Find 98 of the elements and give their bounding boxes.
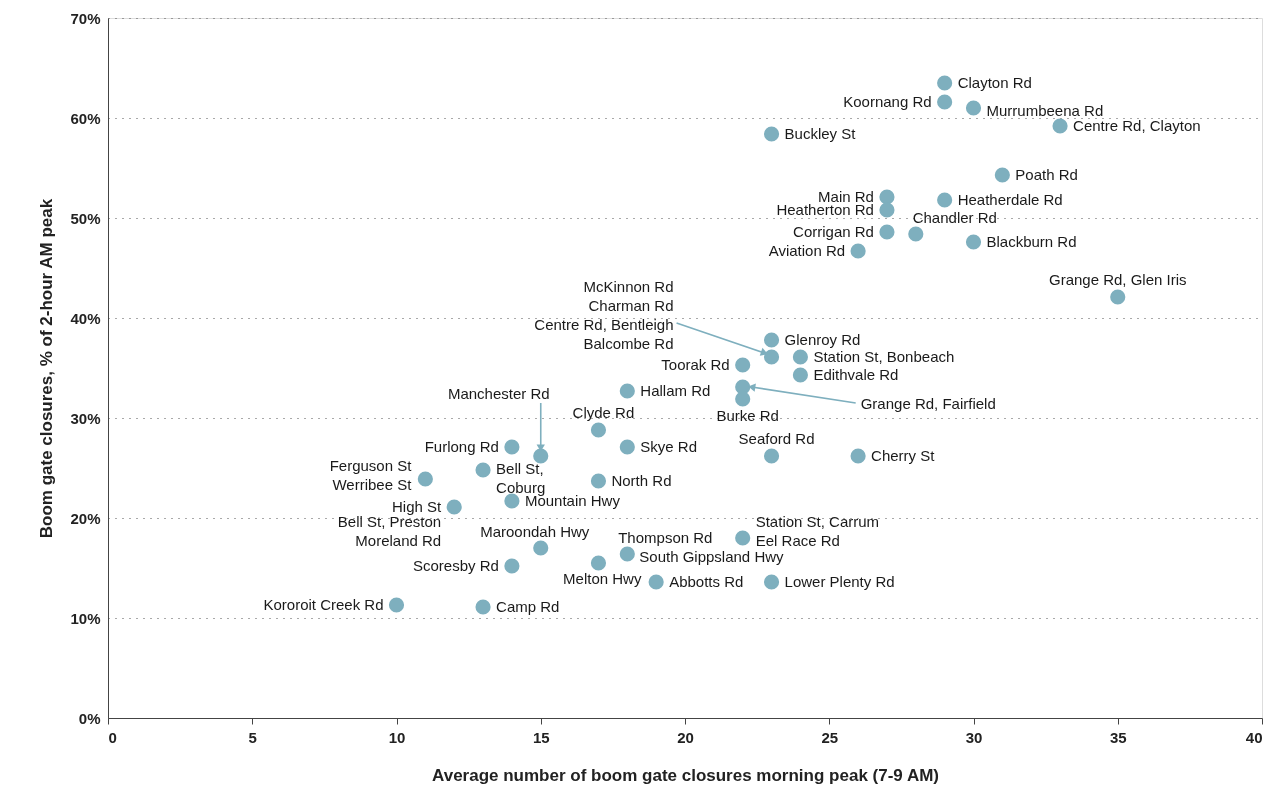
point: [417, 471, 433, 487]
x-tick-label: 10: [388, 728, 406, 746]
point: [504, 558, 520, 574]
point: [735, 530, 751, 546]
point: [965, 234, 982, 250]
annotation: Maroondah Hwy: [480, 523, 590, 540]
annotation: McKinnon Rd Charman Rd Centre Rd, Bentleigh Balcombe Rd: [534, 278, 674, 352]
annotation: High St: [392, 498, 443, 515]
annotation: Skye Rd: [640, 438, 697, 455]
annotation: Aviation Rd: [768, 242, 846, 259]
point: [792, 349, 808, 365]
annotation: Toorak Rd: [661, 356, 730, 373]
point: [648, 574, 664, 590]
x-tick-label: 30: [965, 728, 983, 746]
point: [937, 94, 953, 110]
point: [792, 367, 808, 383]
annotation: Chandler Rd: [912, 209, 997, 226]
point: [388, 597, 405, 613]
y-tick-label: 0%: [78, 709, 101, 727]
point: [850, 448, 866, 464]
annotation: South Gippsland Hwy: [639, 548, 785, 565]
point: [763, 574, 780, 590]
point: [504, 439, 520, 455]
y-axis-title: Boom gate closures, % of 2-hour AM peak: [37, 198, 57, 539]
annotation: Scoresby Rd: [413, 557, 499, 574]
annotation: Buckley St: [784, 125, 857, 142]
y-tick-label: 50%: [70, 209, 101, 227]
annotation: Station St, Carrum Eel Race Rd: [755, 513, 880, 549]
y-tick-label: 60%: [70, 109, 101, 127]
x-tick-label: 15: [532, 728, 550, 746]
y-tick-label: 40%: [70, 309, 101, 327]
annotation: Heatherdale Rd: [957, 191, 1063, 208]
annotation: Blackburn Rd: [986, 233, 1077, 250]
point: [1110, 289, 1126, 305]
x-tick-label: 40: [1245, 728, 1263, 746]
y-tick-label: 10%: [70, 609, 101, 627]
x-tick-label: 35: [1109, 728, 1127, 746]
point: [590, 422, 607, 438]
point: [763, 448, 780, 464]
point: [590, 555, 607, 571]
point: [937, 75, 953, 91]
annotation: Murrumbeena Rd: [986, 102, 1104, 119]
y-tick-label: 20%: [70, 509, 101, 527]
point: [763, 349, 780, 365]
annotation: Seaford Rd: [738, 430, 815, 447]
point: [994, 167, 1010, 183]
annotation: Thompson Rd: [618, 529, 713, 546]
point: [763, 332, 780, 348]
point: [850, 243, 866, 259]
point: [619, 383, 635, 399]
point: [533, 540, 549, 556]
x-tick-label: 0: [108, 728, 117, 746]
annotation: Furlong Rd: [424, 438, 499, 455]
x-tick-label: 5: [248, 728, 257, 746]
annotation: Poath Rd: [1015, 166, 1078, 183]
annotation: Grange Rd, Glen Iris: [1048, 271, 1187, 288]
annotation: Edithvale Rd: [813, 366, 899, 383]
annotation: Melton Hwy: [563, 570, 642, 587]
point: [879, 202, 895, 218]
point: [446, 499, 462, 515]
annotation: North Rd: [611, 472, 672, 489]
point: [965, 100, 982, 116]
y-tick-label: 30%: [70, 409, 101, 427]
point: [1052, 118, 1068, 134]
annotation: Burke Rd: [716, 407, 779, 424]
annotation: Camp Rd: [496, 598, 560, 615]
annotation: Clyde Rd: [572, 404, 635, 421]
point: [937, 192, 953, 208]
annotation: Abbotts Rd: [669, 573, 744, 590]
point: [763, 126, 780, 142]
annotation: Kororoit Creek Rd: [263, 596, 384, 613]
x-axis-title: Average number of boom gate closures morning peak (7-9 AM): [432, 765, 939, 785]
point: [908, 226, 924, 242]
annotation: Glenroy Rd: [784, 331, 861, 348]
annotation: Clayton Rd: [957, 74, 1032, 91]
y-tick-label: 70%: [70, 9, 101, 27]
point: [475, 599, 491, 615]
annotation: Corrigan Rd: [793, 223, 874, 240]
annotation: Ferguson St Werribee St: [329, 457, 413, 493]
point: [590, 473, 607, 489]
annotation: Centre Rd, Clayton: [1073, 117, 1201, 134]
annotation: Hallam Rd: [640, 382, 711, 399]
x-tick-label: 25: [821, 728, 839, 746]
x-tick-label: 20: [677, 728, 694, 746]
annotation: Lower Plenty Rd: [784, 573, 895, 590]
annotation: Manchester Rd: [447, 385, 550, 402]
point: [735, 357, 751, 373]
point: [619, 546, 635, 562]
point: [475, 462, 491, 478]
annotation: Grange Rd, Fairfield: [860, 395, 996, 412]
point: [735, 391, 751, 407]
point: [619, 439, 635, 455]
annotation: Station St, Bonbeach: [813, 348, 955, 365]
point: [879, 189, 895, 205]
point: [533, 448, 549, 464]
point: [879, 224, 895, 240]
annotation: Cherry St: [871, 447, 936, 464]
annotation: Koornang Rd: [843, 93, 932, 110]
